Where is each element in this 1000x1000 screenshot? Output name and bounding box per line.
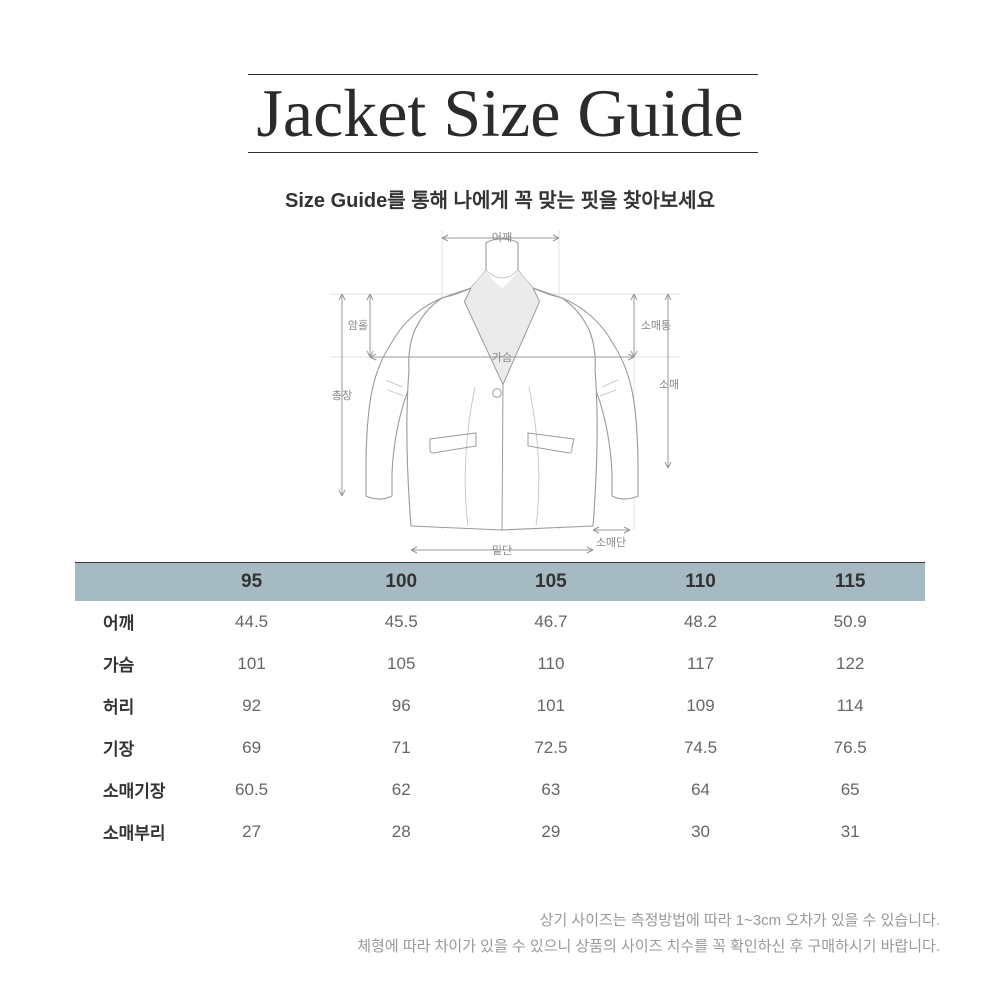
svg-text:암홀: 암홀 xyxy=(348,319,368,332)
svg-text:가슴: 가슴 xyxy=(492,351,512,364)
svg-text:어깨: 어깨 xyxy=(492,231,512,244)
svg-text:소매통: 소매통 xyxy=(641,319,671,332)
svg-text:밑단: 밑단 xyxy=(492,544,512,557)
svg-text:소매: 소매 xyxy=(659,378,679,391)
svg-text:소매단: 소매단 xyxy=(596,536,626,549)
svg-text:총장: 총장 xyxy=(332,389,352,402)
